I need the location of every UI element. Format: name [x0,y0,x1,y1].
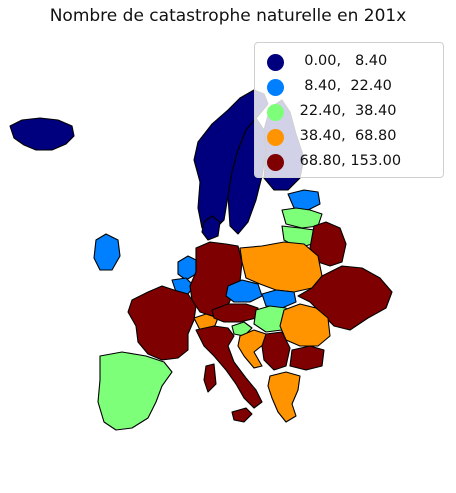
legend-item: 38.40, 68.80 [255,126,445,150]
legend-label: 0.00, 8.40 [295,53,388,69]
legend-item: 68.80, 153.00 [255,151,445,175]
region-spain [97,351,173,431]
region-serbia [261,331,291,371]
region-italy-sicily [231,407,253,423]
legend-item: 8.40, 22.40 [255,76,445,100]
map-title: Nombre de catastrophe naturelle en 201x [49,6,407,26]
legend-swatch-icon [267,79,284,96]
legend-label: 8.40, 22.40 [295,78,392,94]
region-iceland [9,117,75,151]
region-ireland [93,233,121,271]
legend-swatch-icon [267,54,284,71]
region-netherlands [177,255,197,281]
region-czechia [225,279,263,303]
legend-swatch-icon [267,104,284,121]
legend-label: 22.40, 38.40 [295,103,397,119]
region-denmark [201,215,221,241]
region-estonia [287,189,321,211]
region-latvia [281,207,323,229]
legend-label: 68.80, 153.00 [295,153,402,169]
map-legend: 0.00, 8.40 8.40, 22.40 22.40, 38.40 38.4… [254,42,444,178]
region-italy-sardinia [203,363,217,393]
region-greece [267,371,301,423]
legend-swatch-icon [267,154,284,171]
region-france [127,285,197,361]
legend-item: 0.00, 8.40 [255,51,445,75]
legend-label: 38.40, 68.80 [295,128,397,144]
region-slovakia [261,289,297,309]
region-croatia [237,329,267,369]
legend-item: 22.40, 38.40 [255,101,445,125]
region-italy [195,325,263,409]
region-ukraine [297,265,393,331]
region-bulgaria [289,345,325,371]
legend-swatch-icon [267,129,284,146]
